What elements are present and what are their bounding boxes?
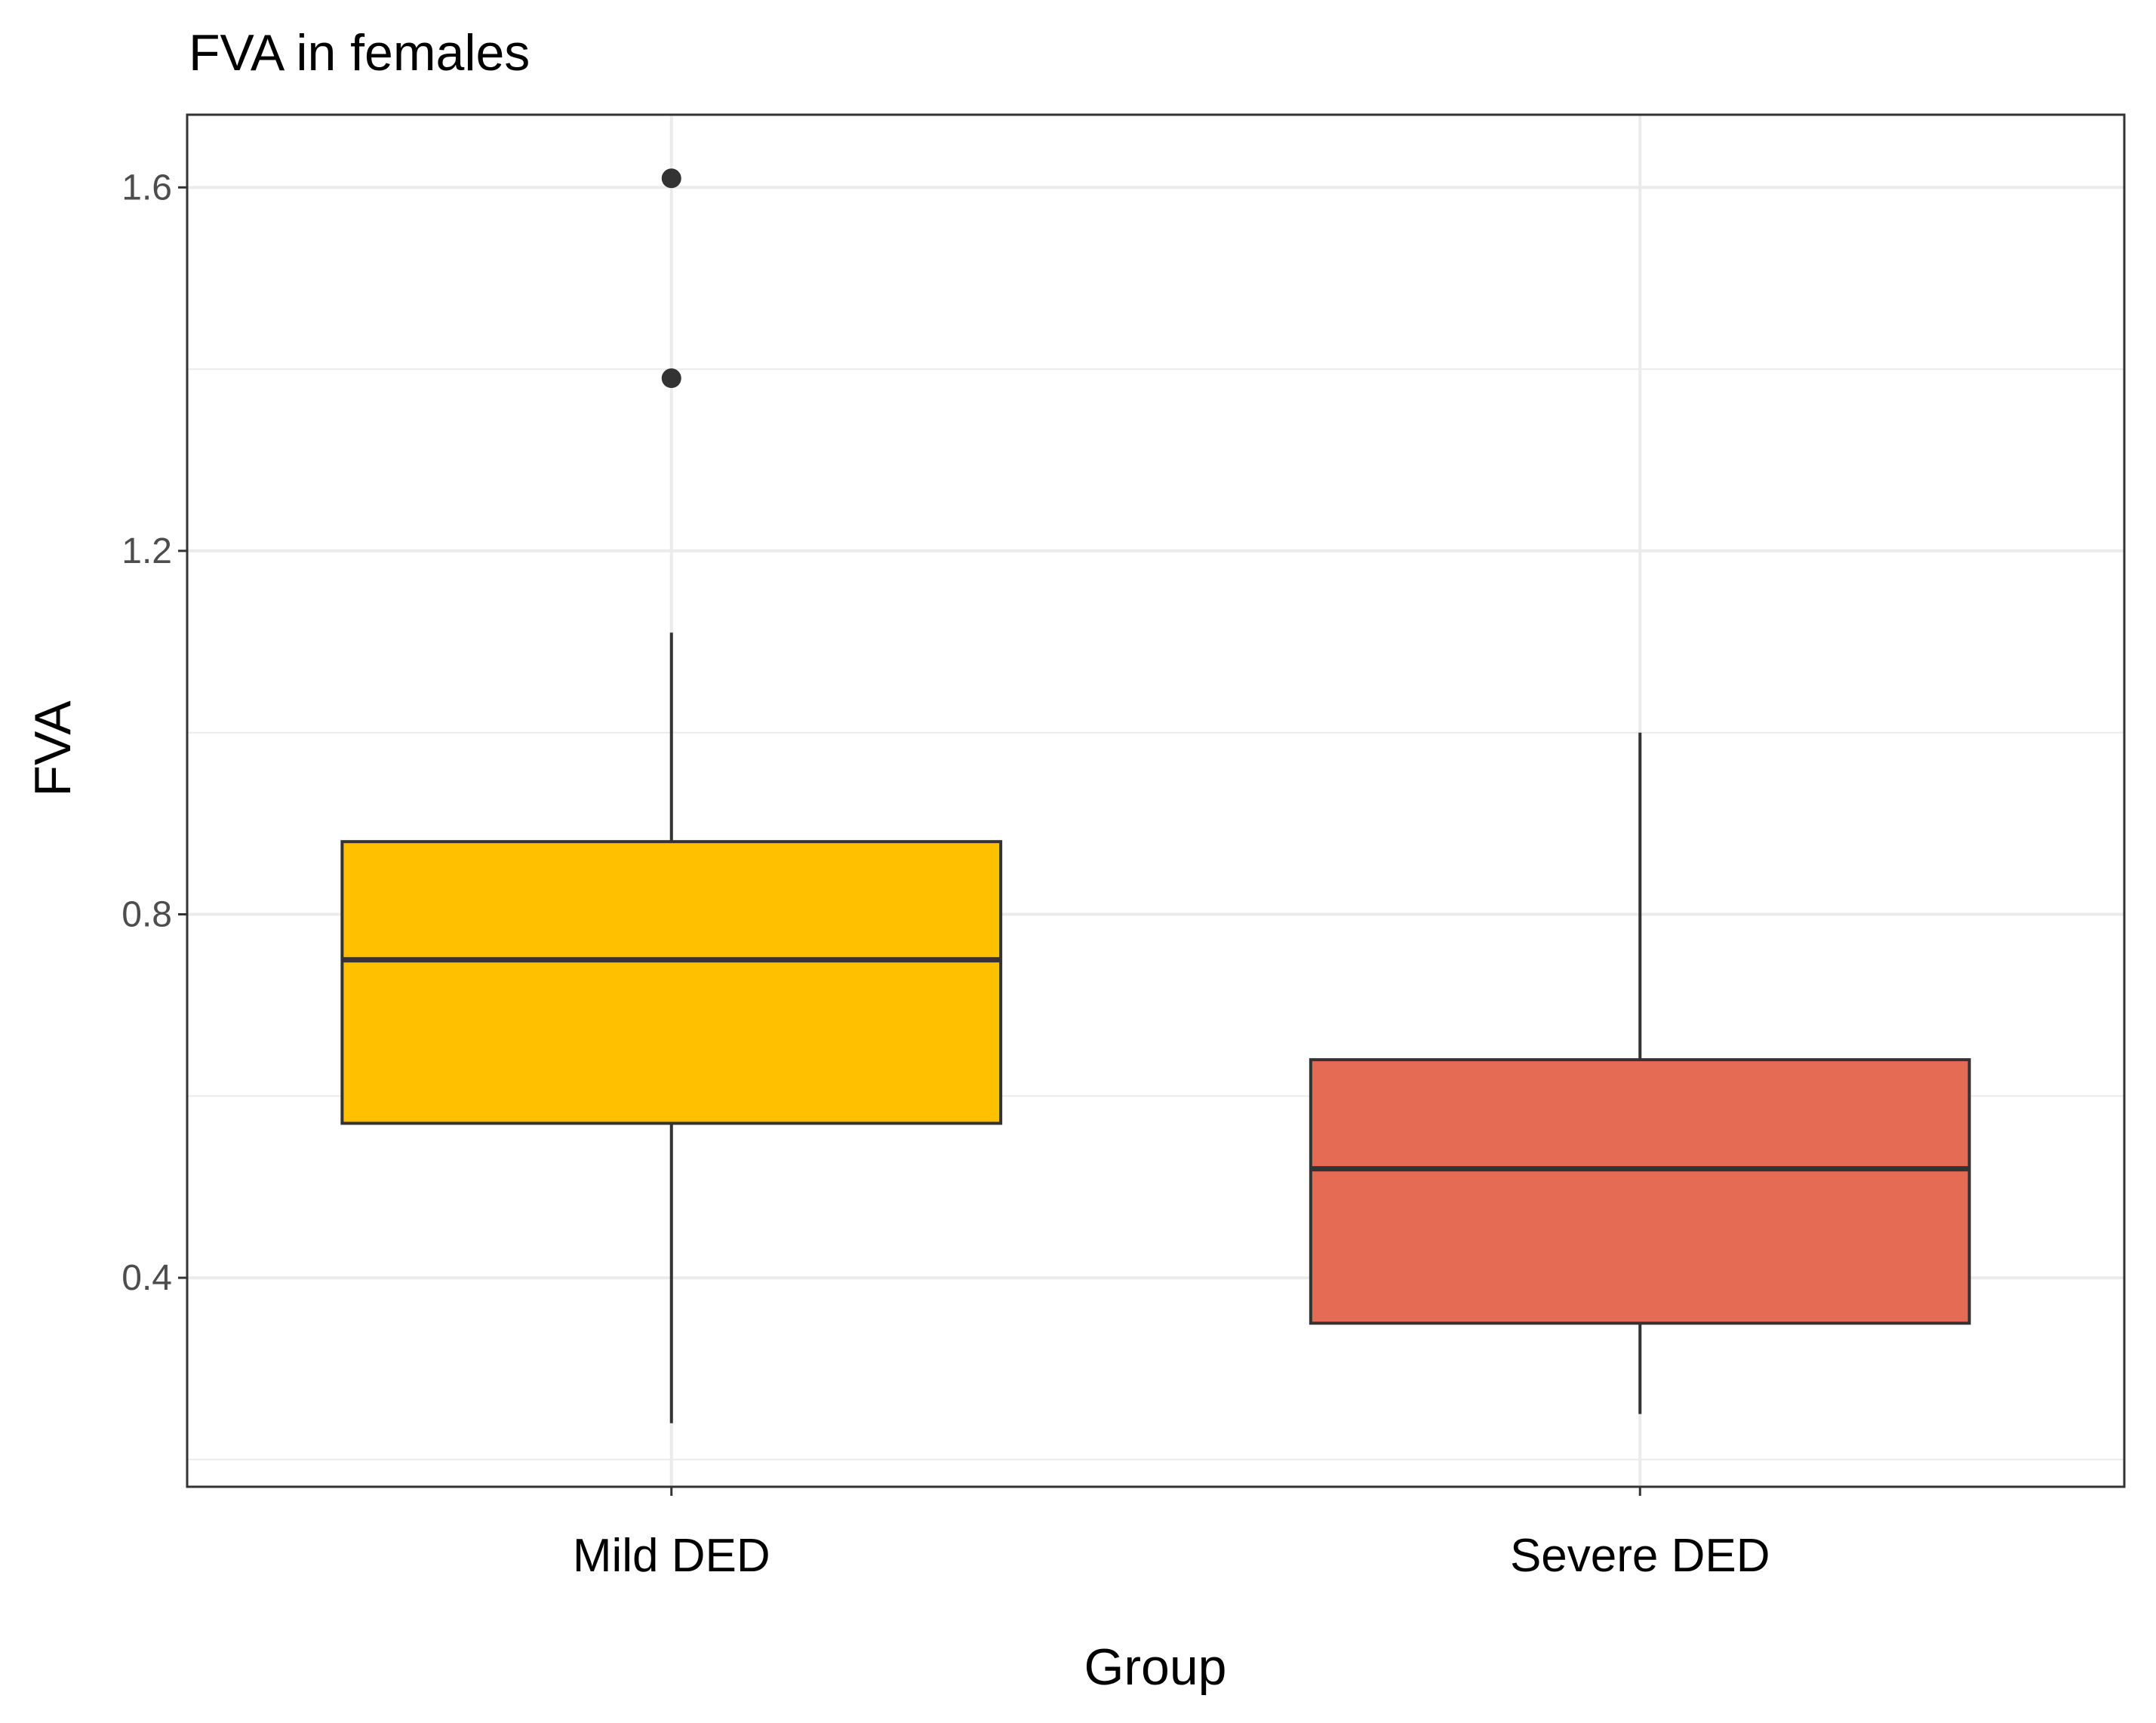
box-iqr (340, 840, 1003, 1125)
outlier-point (661, 368, 681, 389)
y-tick-label: 1.6 (121, 168, 172, 208)
x-tick-label: Severe DED (1510, 1530, 1770, 1582)
outlier-point (661, 168, 681, 189)
axes: 0.4 0.8 1.2 1.6 Mild DED Severe DED (121, 168, 1770, 1582)
boxes (340, 168, 1971, 1423)
plot-border (186, 113, 2126, 1488)
x-axis-title: Group (1084, 1638, 1227, 1696)
x-tick-label: Mild DED (573, 1530, 770, 1582)
box-iqr (1309, 1058, 1971, 1325)
box-severe-ded (1309, 732, 1971, 1414)
y-tick-label: 0.8 (121, 894, 172, 934)
y-tick-label: 0.4 (121, 1258, 172, 1298)
box-mild-ded (340, 168, 1003, 1423)
y-axis-title: FVA (24, 700, 82, 797)
chart-title: FVA in females (189, 24, 530, 82)
y-tick-label: 1.2 (121, 531, 172, 571)
